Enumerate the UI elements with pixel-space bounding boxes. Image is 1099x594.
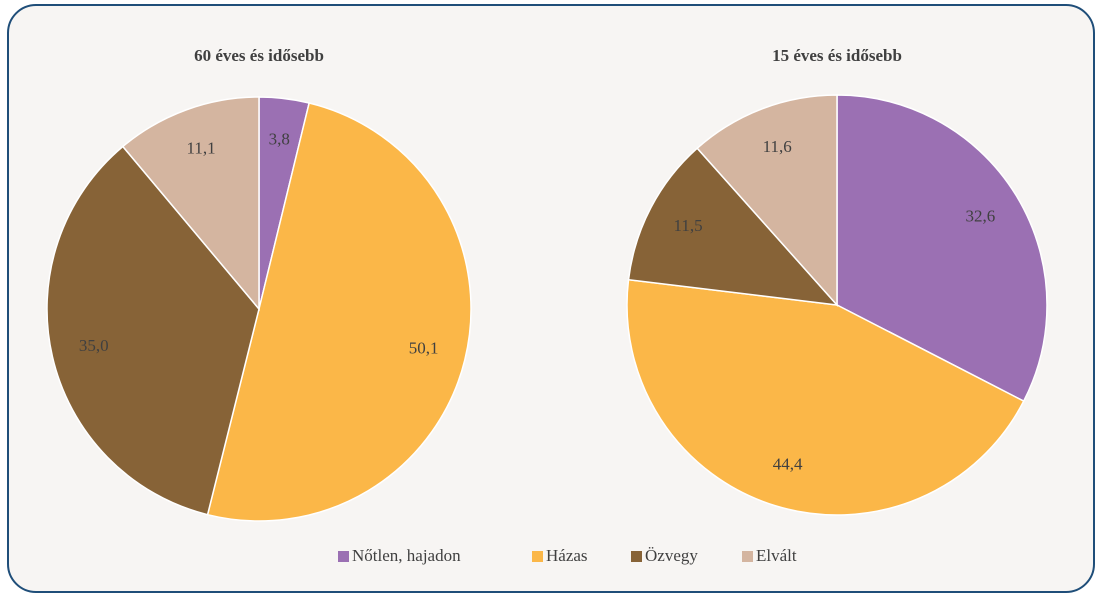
legend-swatch bbox=[742, 551, 753, 562]
pie-slice bbox=[836, 94, 1048, 403]
pie-slice bbox=[626, 278, 1025, 516]
data-label: 50,1 bbox=[409, 339, 439, 358]
pie-slice bbox=[206, 102, 472, 522]
chart-title: 15 éves és idősebb bbox=[772, 46, 902, 65]
data-label: 11,5 bbox=[674, 216, 703, 235]
legend-swatch bbox=[338, 551, 349, 562]
data-label: 35,0 bbox=[79, 336, 109, 355]
pie-slice bbox=[121, 96, 260, 312]
data-label: 11,1 bbox=[186, 139, 215, 158]
data-label: 3,8 bbox=[269, 130, 290, 149]
legend-label: Nőtlen, hajadon bbox=[352, 546, 461, 565]
data-label: 44,4 bbox=[773, 454, 803, 473]
pie-slice bbox=[696, 94, 838, 307]
legend-swatch bbox=[631, 551, 642, 562]
legend-label: Elvált bbox=[756, 546, 797, 565]
pie-slice bbox=[46, 145, 260, 516]
data-label: 32,6 bbox=[966, 206, 996, 225]
legend-swatch bbox=[532, 551, 543, 562]
chart-title: 60 éves és idősebb bbox=[194, 46, 324, 65]
legend-label: Özvegy bbox=[645, 546, 698, 565]
pie-slice bbox=[627, 147, 839, 306]
data-label: 11,6 bbox=[763, 137, 792, 156]
legend-label: Házas bbox=[546, 546, 588, 565]
